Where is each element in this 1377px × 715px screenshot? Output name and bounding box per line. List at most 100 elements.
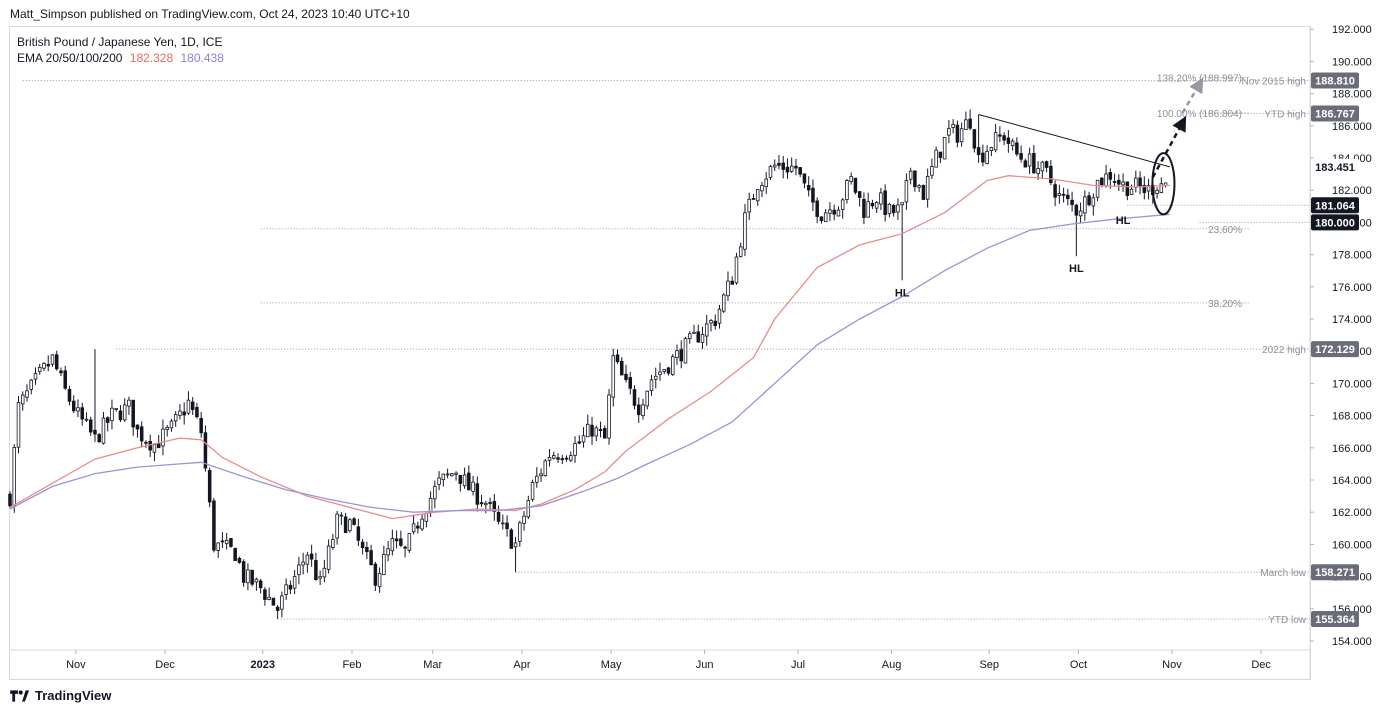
candle-body bbox=[636, 404, 641, 416]
candle-body bbox=[365, 546, 369, 553]
candle-body bbox=[972, 129, 977, 149]
candle-body bbox=[1159, 183, 1164, 194]
candle-body bbox=[611, 355, 616, 398]
candle-body bbox=[509, 529, 514, 549]
candle-body bbox=[152, 444, 157, 453]
candle-body bbox=[1134, 177, 1138, 188]
candle-body bbox=[1078, 210, 1083, 217]
candle-body bbox=[709, 320, 713, 324]
candle-body bbox=[241, 561, 246, 583]
candle-body bbox=[849, 176, 853, 183]
candle-body bbox=[836, 209, 841, 217]
candle-body bbox=[97, 434, 101, 443]
legend-ema50-value: 182.328 bbox=[129, 51, 174, 65]
candle-body bbox=[386, 548, 390, 556]
candle-body bbox=[314, 560, 318, 580]
candle-body bbox=[207, 469, 212, 503]
candle-body bbox=[237, 558, 242, 563]
candle-body bbox=[1125, 181, 1130, 196]
candle-body bbox=[67, 388, 72, 402]
candle-body bbox=[891, 204, 896, 214]
candle-body bbox=[607, 394, 611, 439]
candle-body bbox=[704, 323, 709, 337]
candle-body bbox=[1104, 173, 1108, 187]
price-tag-label: 188.810 bbox=[1315, 76, 1355, 88]
candle-body bbox=[1053, 184, 1057, 198]
candle-body bbox=[1155, 189, 1159, 194]
resistance-trendline bbox=[978, 114, 1170, 168]
price-tag bbox=[1311, 197, 1359, 214]
candle-body bbox=[1070, 199, 1074, 205]
candle-body bbox=[186, 399, 191, 414]
candle-body bbox=[798, 167, 802, 175]
x-tick-label: 2023 bbox=[251, 659, 275, 671]
candle-body bbox=[870, 202, 875, 207]
y-tick-label: 178.000 bbox=[1332, 250, 1372, 262]
candle-body bbox=[88, 419, 93, 433]
candle-body bbox=[1066, 194, 1070, 200]
price-tag-label: 158.271 bbox=[1315, 567, 1355, 579]
candle-body bbox=[874, 201, 879, 209]
candle-body bbox=[1129, 188, 1134, 195]
candle-body bbox=[620, 360, 624, 376]
candle-body bbox=[934, 149, 938, 168]
fib-label: 38.20% bbox=[1208, 299, 1242, 310]
candle-body bbox=[857, 191, 862, 198]
y-tick-label: 164.000 bbox=[1332, 475, 1372, 487]
candle-body bbox=[131, 399, 135, 428]
candle-body bbox=[182, 411, 186, 416]
x-tick-label: Nov bbox=[1162, 659, 1182, 671]
candle-body bbox=[224, 539, 229, 545]
candle-body bbox=[220, 540, 225, 543]
candle-body bbox=[161, 428, 165, 447]
candle-body bbox=[212, 500, 216, 551]
candle-body bbox=[335, 513, 339, 539]
y-tick-label: 174.000 bbox=[1332, 314, 1372, 326]
candle-body bbox=[305, 554, 310, 565]
candle-body bbox=[258, 580, 263, 589]
candle-body bbox=[373, 563, 378, 586]
candle-body bbox=[122, 404, 127, 421]
candle-body bbox=[292, 576, 297, 589]
candle-body bbox=[445, 473, 450, 476]
candle-body bbox=[1100, 177, 1104, 186]
candle-body bbox=[959, 128, 964, 143]
fib-label: 138.20% (188.997) bbox=[1157, 74, 1242, 85]
candle-body bbox=[947, 128, 951, 136]
candle-body bbox=[989, 147, 994, 152]
candle-body bbox=[1040, 161, 1045, 172]
candle-body bbox=[700, 333, 705, 343]
candle-body bbox=[581, 435, 586, 443]
candle-body bbox=[322, 567, 327, 578]
footer-brand[interactable]: TradingView bbox=[10, 688, 111, 703]
price-tag bbox=[1311, 158, 1359, 175]
candle-body bbox=[135, 424, 140, 430]
candle-body bbox=[424, 513, 429, 522]
candle-body bbox=[399, 538, 403, 546]
candle-body bbox=[339, 514, 344, 517]
candle-body bbox=[823, 212, 828, 222]
candle-body bbox=[717, 308, 722, 324]
candle-body bbox=[1108, 172, 1113, 180]
ema100-line bbox=[9, 213, 1170, 513]
candle-body bbox=[683, 338, 688, 364]
candle-body bbox=[887, 203, 892, 215]
candle-body bbox=[976, 147, 981, 156]
candle-body bbox=[777, 162, 781, 166]
candle-body bbox=[254, 578, 259, 583]
candle-body bbox=[879, 192, 883, 205]
candle-body bbox=[71, 400, 76, 412]
candle-body bbox=[165, 426, 169, 430]
candle-body bbox=[203, 432, 208, 469]
candle-body bbox=[900, 202, 904, 206]
candle-body bbox=[505, 522, 509, 530]
candle-body bbox=[955, 124, 960, 143]
candle-body bbox=[1142, 185, 1147, 193]
candle-body bbox=[173, 414, 178, 422]
candle-body bbox=[641, 404, 645, 417]
candle-body bbox=[1138, 177, 1142, 187]
candle-body bbox=[624, 373, 628, 381]
candle-body bbox=[1049, 165, 1053, 184]
candle-body bbox=[59, 370, 63, 374]
